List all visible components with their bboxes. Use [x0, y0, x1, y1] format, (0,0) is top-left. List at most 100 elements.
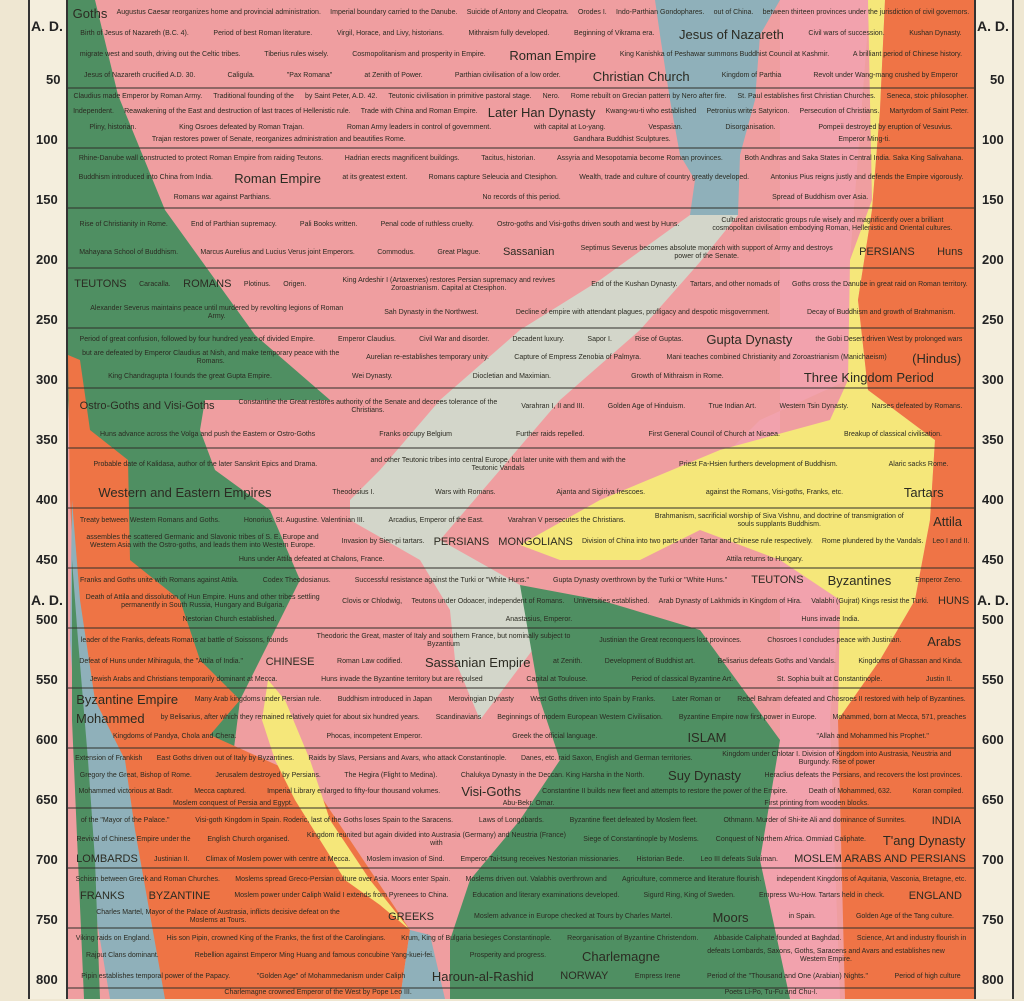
- time-band: Ostro-Goths and Visi-Goths Constantine th…: [72, 388, 970, 448]
- label-three-kingdom: Three Kingdom Period: [803, 369, 934, 385]
- annotation-sah-dynasty: Sah Dynasty in the Northwest.: [384, 308, 479, 316]
- annotation-kanishka: King Kanishka of Peshawar summons Buddhi…: [619, 51, 830, 58]
- label-mongolians: MONGOLIANS: [498, 535, 573, 548]
- annotation-successful-resistance: Successful resistance against the Turki …: [354, 576, 529, 584]
- label-goths: Goths: [72, 5, 108, 21]
- annotation-best-literature: Period of best Roman literature.: [213, 30, 313, 37]
- annotation-charles-martel: Charles Martel, Mayor of the Palace of A…: [96, 909, 340, 925]
- annotation-emperor-zeno: Emperor Zeno.: [915, 576, 962, 584]
- annotation-west-goths-spain: West Goths driven into Spain by Franks.: [530, 695, 656, 703]
- annotation-tartars-other: Tartars, and other nomads of: [690, 280, 780, 288]
- year-tick-label: 400: [982, 492, 1004, 507]
- year-tick-label: 50: [990, 72, 1005, 87]
- annotation-virgil: Virgil, Horace, and Livy, historians.: [336, 30, 444, 37]
- label-christian-church: Christian Church: [592, 68, 690, 84]
- label-romans: ROMANS: [183, 278, 232, 290]
- annotation-many-arab: Many Arab kingdoms under Persian rule.: [194, 695, 322, 703]
- annotation-buddhist-art: Development of Buddhist art.: [604, 658, 696, 666]
- scandinavia-region: [72, 560, 100, 999]
- annotation-attila-assembles: assembles the scattered Germanic and Sla…: [86, 534, 319, 550]
- annotation-teutonic-civ: Teutonic civilisation in primitive pasto…: [388, 92, 532, 100]
- annotation-teutons-odoacer: Teutons under Odoacer, independent of Ro…: [411, 597, 565, 605]
- annotation-climax-moslem: Climax of Moslem power with centre at Me…: [205, 855, 351, 863]
- annotation-krum: Krum, King of Bulgaria besieges Constant…: [401, 935, 552, 942]
- annotation-augustus: Augustus Caesar reorganizes home and pro…: [116, 9, 321, 16]
- annotation-leo: Leo I and II.: [932, 538, 970, 546]
- annotation-classical-byzantine: Period of classical Byzantine Art.: [631, 675, 734, 683]
- annotation-kwang-wu: Kwang-wu-ti who established: [605, 108, 697, 116]
- label-teutons-lower: TEUTONS: [751, 574, 804, 587]
- annotation-heraclius: Heraclius defeats the Persians, and reco…: [764, 771, 963, 779]
- annotation-invasion-tartars: Invasion by Sien-pi tartars.: [341, 538, 425, 546]
- annotation-rhine-danube: Rhine-Danube wall constructed to protect…: [78, 154, 324, 162]
- annotation-flow: Goths Augustus Caesar reorganizes home an…: [72, 0, 970, 1001]
- annotation-plotinus: Plotinus.: [243, 280, 271, 288]
- year-tick-label: 450: [36, 552, 58, 567]
- time-band: TEUTONS Caracalla. ROMANS Plotinus. Origen. K…: [72, 268, 970, 328]
- annotation-defeated-claudius: but are defeated by Emperor Claudius at …: [82, 350, 340, 366]
- annotation-schism: Schism between Greek and Roman Churches.: [75, 875, 220, 883]
- annotation-kingdoms-ghassan: Kingdoms of Ghassan and Kinda.: [858, 658, 963, 666]
- year-tick-label: 350: [982, 432, 1004, 447]
- annotation-decline-empire: Decline of empire with attendant plagues…: [515, 308, 770, 316]
- annotation-kalidasa: Probable date of Kalidasa, author of the…: [93, 460, 318, 468]
- label-islam: ISLAM: [687, 729, 727, 745]
- teutons-region: [68, 0, 410, 930]
- annotation-greek-official: Greek the official language.: [512, 733, 598, 741]
- china-region: [838, 0, 974, 999]
- annotation-indo-parthian: Indo-Parthian Gondophares.: [616, 9, 705, 16]
- annotation-huns-byzantine: Huns invade the Byzantine territory but …: [321, 675, 483, 683]
- annotation-theodosius: Theodosius I.: [332, 488, 375, 496]
- annotation-franks-occupy: Franks occupy Belgium: [379, 430, 452, 438]
- annotation-justinian-ii: Justinian II.: [154, 855, 190, 863]
- annotation-huns-chalons: Huns under Attila defeated at Chalons, F…: [238, 555, 385, 563]
- annotation-belisarius-huns: by Belisarius, after which they remained…: [160, 714, 420, 722]
- annotation-rome-rebuilt: Rome rebuilt on Grecian pattern by Nero …: [570, 92, 727, 100]
- annotation-orodes: Orodes I.: [577, 9, 607, 16]
- annotation-jewish-arabs: Jewish Arabs and Christians temporarily …: [89, 675, 278, 683]
- bulgaria-region: [400, 930, 445, 999]
- annotation-nicaea: First General Council of Church at Nicae…: [648, 430, 780, 438]
- annotation-seneca: Seneca, stoic philosopher.: [886, 92, 969, 100]
- annotation-tiberius: Tiberius rules wisely.: [264, 51, 329, 58]
- annotation-high-culture: Period of high culture: [894, 972, 961, 980]
- annotation-gobi: the Gobi Desert driven West by prolonged…: [815, 335, 963, 343]
- era-label-left-mid: A. D.: [31, 592, 63, 608]
- annotation-leo-iii: Leo III defeats Sulaiman.: [700, 855, 778, 863]
- annotation-emperor-claudius: Emperor Claudius.: [338, 335, 396, 343]
- year-tick-label: 50: [46, 72, 61, 87]
- annotation-aurelian: Aurelian re-establishes temporary unity.: [366, 354, 489, 362]
- annotation-mecca-captured: Mecca captured.: [194, 787, 246, 795]
- annotation-ming-ti: Emperor Ming-ti.: [838, 136, 891, 144]
- label-huns-side: Huns: [937, 246, 963, 258]
- year-tick-label: 550: [982, 672, 1004, 687]
- annotation-english-church: English Church organised.: [207, 836, 290, 844]
- year-tick-label: 200: [36, 252, 58, 267]
- label-haroun: Haroun-al-Rashid: [431, 969, 534, 984]
- annotation-justin: Justin II.: [926, 675, 953, 683]
- year-tick-label: 750: [982, 912, 1004, 927]
- annotation-claudius: Claudius made Emperor by Roman Army.: [73, 92, 203, 100]
- annotation-commodus: Commodus.: [377, 248, 415, 256]
- annotation-further-raids: Further raids repelled.: [515, 430, 585, 438]
- year-tick-label: 100: [982, 132, 1004, 147]
- annotation-buddhism-china: Buddhism introduced into China from Indi…: [78, 174, 213, 182]
- time-band: Goths Augustus Caesar reorganizes home an…: [72, 0, 970, 88]
- annotation-rebellion-ming: Rebellion against Emperor Ming Huang and…: [194, 952, 434, 959]
- annotation-golden-age-hinduism: Golden Age of Hinduism.: [607, 402, 686, 410]
- annotation-honorius: Honorius. St. Augustine. Valentinian III…: [243, 517, 365, 525]
- annotation-wooden-blocks: First printing from wooden blocks.: [764, 800, 870, 807]
- annotation-empress-irene: Empress Irene: [634, 972, 681, 980]
- annotation-abbaside: Abbaside Caliphate founded at Baghdad.: [713, 935, 842, 942]
- annotation-trade-china: Trade with China and Roman Empire.: [360, 108, 478, 116]
- annotation-death-attila: Death of Attila and dissolution of Hun E…: [85, 593, 320, 609]
- annotation-caligula: Caligula.: [227, 72, 255, 79]
- annotation-no-records: No records of this period.: [482, 194, 561, 202]
- annotation-varahran: Varahran I, II and III.: [521, 402, 585, 410]
- year-tick-label: 650: [36, 792, 58, 807]
- label-byzantines: Byzantines: [827, 573, 892, 589]
- annotation-golden-age-tang: Golden Age of the Tang culture.: [855, 913, 954, 921]
- annotation-caracalla: Caracalla.: [139, 280, 171, 288]
- annotation-pax-romana: "Pax Romana": [286, 72, 333, 79]
- annotation-education: Education and literary examinations deve…: [472, 892, 620, 900]
